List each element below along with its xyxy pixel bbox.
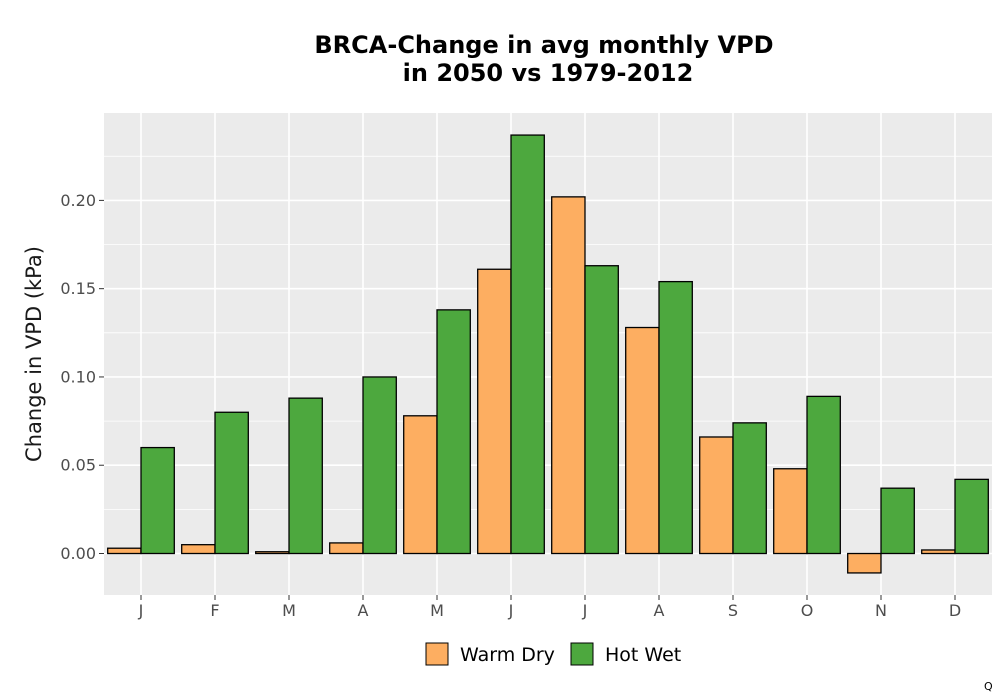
legend-swatch-warm-dry <box>425 642 449 666</box>
bar-warm-dry <box>255 551 290 555</box>
bar-warm-dry <box>107 547 142 555</box>
legend-label-hot-wet: Hot Wet <box>605 644 681 666</box>
bar-hot-wet <box>806 395 841 555</box>
x-tick-label: M <box>430 601 444 620</box>
bar-hot-wet <box>584 265 619 555</box>
bar-hot-wet <box>880 487 915 555</box>
y-tick-label: 0.00 <box>60 544 96 563</box>
bar-warm-dry <box>329 542 364 555</box>
y-axis-label: Change in VPD (kPa) <box>22 246 46 462</box>
bar-hot-wet <box>732 422 767 555</box>
bar-hot-wet <box>362 376 397 555</box>
x-tick-label: J <box>582 601 588 620</box>
x-tick-label: S <box>728 601 738 620</box>
chart-title: BRCA-Change in avg monthly VPD <box>314 31 773 59</box>
bar-warm-dry <box>477 268 512 555</box>
bar-warm-dry <box>699 436 734 555</box>
bar-warm-dry <box>181 544 216 555</box>
bar-warm-dry <box>625 326 660 555</box>
bar-warm-dry <box>551 196 586 555</box>
bar-hot-wet <box>954 478 989 555</box>
corner-mark: Q <box>984 680 993 693</box>
x-tick-label: O <box>801 601 814 620</box>
y-tick-label: 0.20 <box>60 191 96 210</box>
bar-hot-wet <box>510 134 545 555</box>
bar-warm-dry <box>921 549 956 555</box>
x-tick-label: D <box>949 601 961 620</box>
x-tick-label: J <box>508 601 514 620</box>
plot-panel <box>104 113 992 595</box>
x-tick-label: M <box>282 601 296 620</box>
chart-subtitle: in 2050 vs 1979-2012 <box>403 59 694 87</box>
bar-hot-wet <box>658 280 693 555</box>
legend-label-warm-dry: Warm Dry <box>460 644 555 666</box>
x-tick-label: A <box>654 601 665 620</box>
grid-minor <box>104 155 992 510</box>
bar-warm-dry <box>847 552 882 574</box>
bar-hot-wet <box>140 446 175 555</box>
x-tick-label: N <box>875 601 887 620</box>
bars-layer <box>107 134 989 574</box>
y-tick-label: 0.05 <box>60 456 96 475</box>
y-axis-ticks: 0.00 0.05 0.10 0.15 0.20 <box>60 191 104 563</box>
bar-hot-wet <box>288 397 323 555</box>
y-tick-label: 0.10 <box>60 367 96 386</box>
x-tick-label: J <box>138 601 144 620</box>
y-tick-label: 0.15 <box>60 279 96 298</box>
bar-warm-dry <box>773 468 808 555</box>
legend: Warm Dry Hot Wet <box>425 642 681 666</box>
x-tick-label: A <box>358 601 369 620</box>
x-tick-label: F <box>210 601 219 620</box>
bar-hot-wet <box>436 309 471 555</box>
bar-hot-wet <box>214 411 249 555</box>
bar-warm-dry <box>403 415 438 555</box>
legend-swatch-hot-wet <box>570 642 594 666</box>
